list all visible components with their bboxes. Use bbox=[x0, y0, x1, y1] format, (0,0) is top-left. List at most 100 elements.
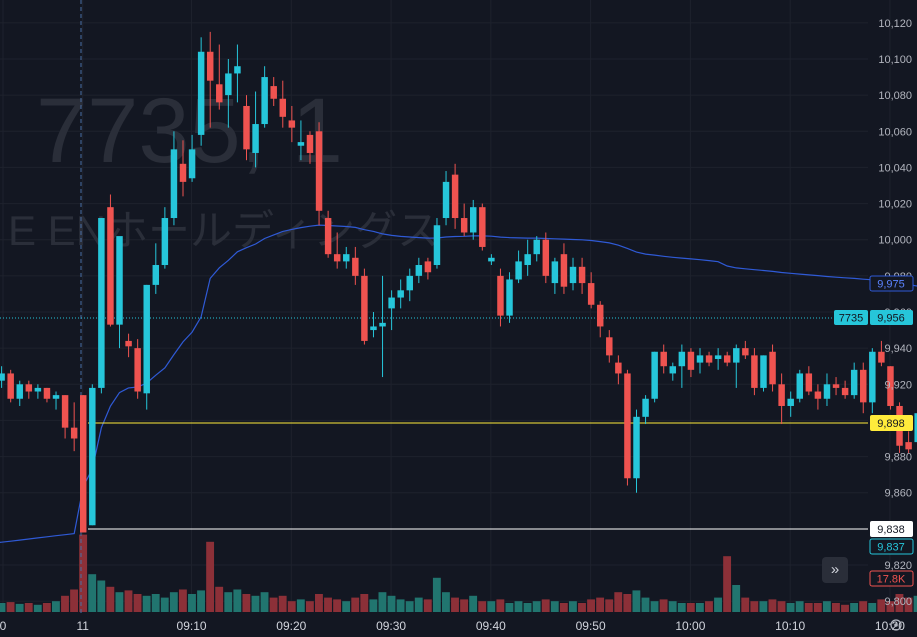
candle-body bbox=[206, 51, 214, 81]
volume-bar bbox=[568, 601, 577, 612]
candle-body bbox=[116, 236, 123, 325]
candle-body bbox=[533, 239, 540, 255]
volume-bar bbox=[115, 592, 124, 612]
vwap-badge: 9,975 bbox=[869, 275, 914, 292]
candle-body bbox=[460, 218, 468, 233]
candle-body bbox=[361, 275, 368, 341]
volume-bar bbox=[79, 534, 88, 612]
candle-body bbox=[479, 207, 486, 247]
volume-bar bbox=[868, 603, 877, 612]
volume-bar bbox=[178, 589, 187, 612]
candle-body bbox=[43, 387, 51, 399]
volume-bar bbox=[741, 597, 750, 612]
candle-body bbox=[252, 124, 259, 153]
candle-body bbox=[596, 304, 604, 327]
volume-bar bbox=[70, 589, 78, 612]
volume-bar bbox=[169, 592, 178, 612]
time-tick-label: 10:10 bbox=[775, 619, 805, 633]
candle-body bbox=[89, 387, 96, 526]
candle-body bbox=[343, 254, 350, 262]
candle-body bbox=[878, 351, 885, 363]
volume-bar bbox=[324, 597, 332, 612]
candle-body bbox=[80, 395, 87, 533]
candle-body bbox=[216, 84, 223, 103]
volume-bar bbox=[106, 586, 115, 612]
volume-bar bbox=[278, 595, 287, 612]
candle-body bbox=[297, 142, 305, 146]
volume-badge: 17.8K bbox=[869, 570, 914, 587]
candle-body bbox=[134, 348, 141, 392]
volume-bar bbox=[151, 594, 160, 612]
volume-bar bbox=[677, 603, 686, 612]
volume-bar bbox=[432, 577, 441, 612]
candle-body bbox=[397, 290, 404, 298]
candle-body bbox=[587, 283, 595, 305]
volume-bar bbox=[496, 599, 505, 612]
time-tick-label: 09:50 bbox=[576, 619, 606, 633]
volume-bar bbox=[795, 601, 804, 612]
volume-bar bbox=[478, 601, 487, 612]
candle-body bbox=[760, 355, 767, 388]
candle-body bbox=[642, 398, 649, 417]
price-tick-label: 10,120 bbox=[878, 18, 912, 30]
volume-bar bbox=[414, 597, 423, 612]
white-level-badge-text: 9,838 bbox=[877, 524, 905, 536]
candle-body bbox=[696, 355, 704, 363]
scroll-to-realtime-button[interactable]: » bbox=[822, 557, 848, 583]
candle-body bbox=[107, 207, 114, 325]
volume-bar bbox=[813, 603, 822, 612]
volume-bar bbox=[886, 601, 895, 612]
candle-body bbox=[306, 134, 314, 153]
volume-bars bbox=[0, 534, 917, 612]
volume-bar bbox=[641, 597, 650, 612]
volume-bar bbox=[369, 599, 378, 612]
last-price-badge-text: 9,956 bbox=[877, 313, 905, 325]
candle-body bbox=[869, 351, 876, 403]
candle-body bbox=[370, 326, 377, 331]
candle-body bbox=[832, 384, 840, 388]
candle-body bbox=[660, 351, 667, 367]
volume-bar bbox=[342, 601, 351, 612]
volume-bar bbox=[188, 594, 196, 612]
candle-body bbox=[0, 373, 5, 381]
volume-bar bbox=[396, 599, 405, 612]
volume-bar bbox=[686, 603, 695, 612]
candle-body bbox=[225, 73, 232, 96]
price-tick-label: 10,000 bbox=[878, 235, 912, 247]
volume-bar bbox=[578, 603, 586, 612]
candle-body bbox=[270, 86, 277, 99]
volume-bar bbox=[315, 594, 323, 612]
candle-body bbox=[515, 261, 522, 280]
volume-bar bbox=[451, 597, 459, 612]
time-axis: 0 11 09:10 09:20 09:30 09:40 09:50 10:00 10:10 10… bbox=[0, 619, 905, 633]
candle-body bbox=[714, 355, 722, 359]
candle-body bbox=[733, 348, 740, 363]
price-tick-label: 9,920 bbox=[884, 379, 912, 391]
candle-body bbox=[578, 266, 586, 284]
candles bbox=[0, 31, 917, 533]
candle-body bbox=[860, 369, 867, 403]
volume-bar bbox=[768, 599, 777, 612]
volume-bar bbox=[124, 590, 133, 612]
volume-bar bbox=[587, 599, 595, 612]
candle-body bbox=[388, 297, 395, 309]
candle-body bbox=[787, 398, 794, 406]
candle-body bbox=[197, 51, 205, 135]
volume-bar bbox=[841, 604, 849, 612]
candle-body bbox=[560, 254, 568, 287]
volume-bar bbox=[695, 603, 704, 612]
candle-body bbox=[152, 265, 160, 285]
settings-gear-icon[interactable] bbox=[890, 619, 902, 631]
candle-body bbox=[850, 369, 858, 396]
volume-bar bbox=[242, 594, 251, 612]
volume-bar bbox=[378, 592, 387, 612]
volume-bar bbox=[305, 601, 314, 612]
candle-body bbox=[125, 340, 132, 347]
candle-body bbox=[451, 174, 459, 219]
volume-bar bbox=[51, 601, 60, 612]
volume-bar bbox=[33, 604, 42, 612]
volume-bar bbox=[269, 597, 278, 612]
candle-body bbox=[823, 384, 831, 399]
candle-body bbox=[352, 257, 359, 276]
